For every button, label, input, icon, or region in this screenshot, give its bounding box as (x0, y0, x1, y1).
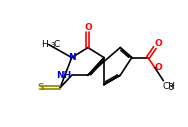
Text: NH: NH (56, 71, 72, 80)
Text: CH: CH (163, 82, 176, 91)
Text: O: O (84, 23, 92, 32)
Text: O: O (155, 63, 163, 72)
Text: 3: 3 (169, 83, 174, 92)
Text: C: C (53, 40, 59, 49)
Text: H: H (41, 40, 48, 49)
Text: 3: 3 (50, 42, 55, 48)
Text: S: S (38, 83, 44, 92)
Text: O: O (155, 39, 163, 48)
Text: N: N (68, 53, 76, 62)
